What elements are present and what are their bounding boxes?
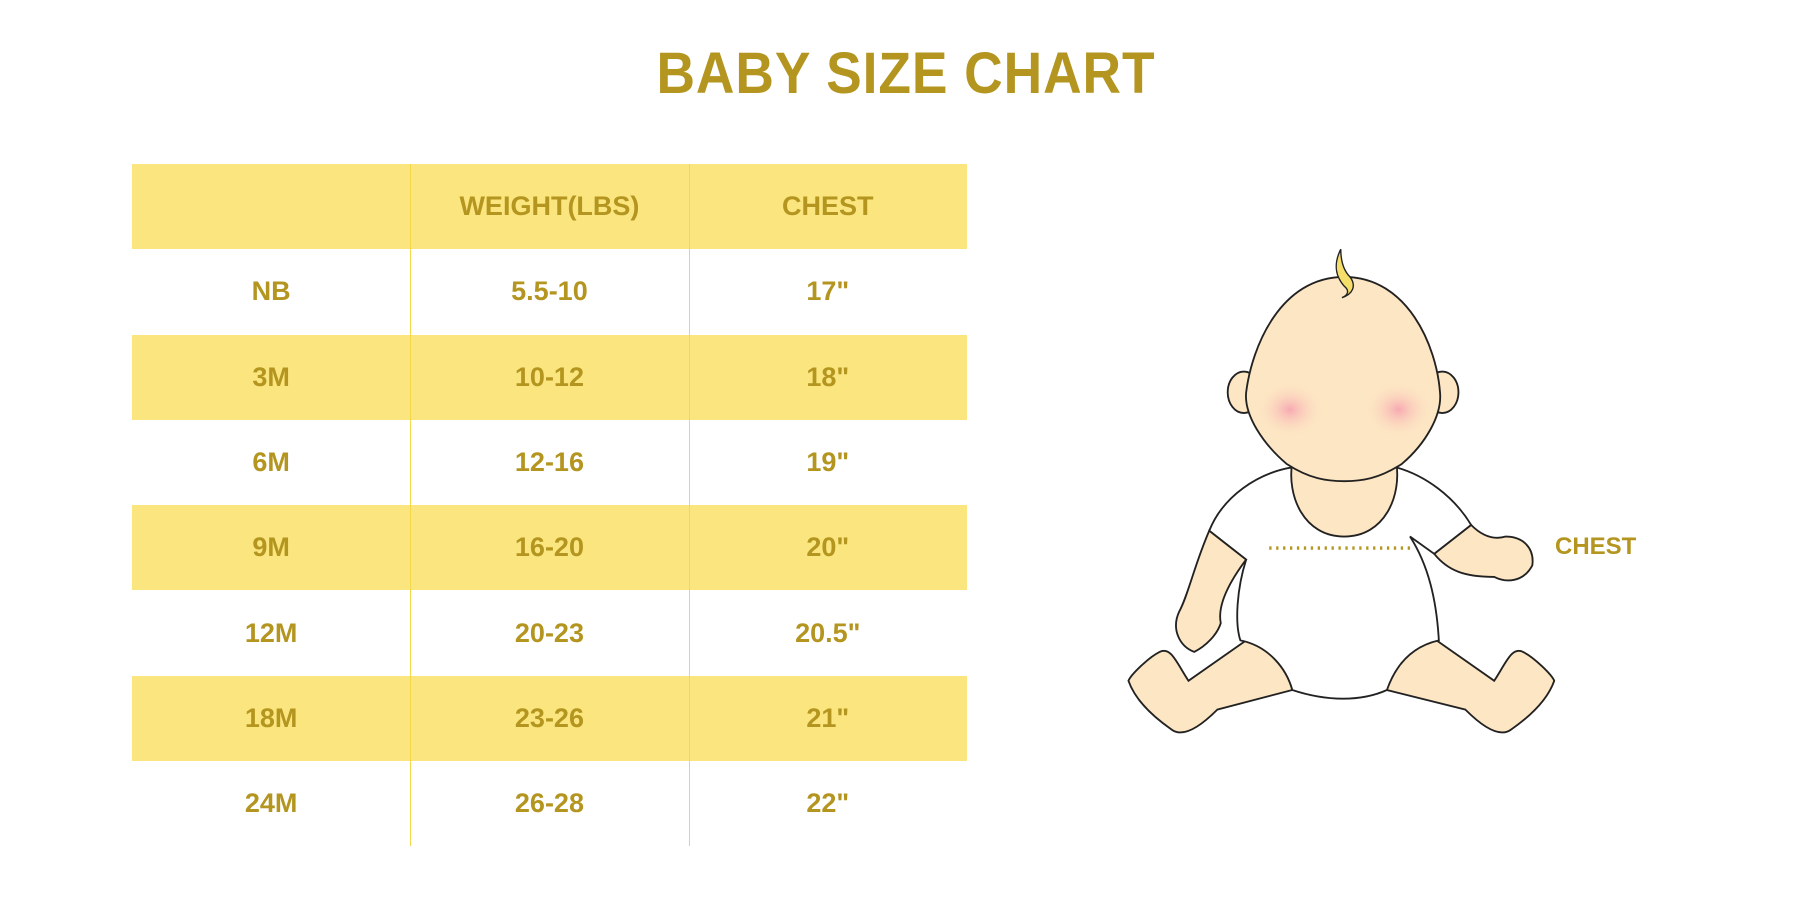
- table-row: 12M 20-23 20.5": [132, 590, 967, 675]
- weight-cell: 16-20: [514, 532, 584, 563]
- weight-cell: 26-28: [514, 788, 584, 819]
- chest-cell: 22": [806, 788, 850, 819]
- left-arm: [1175, 529, 1248, 653]
- neck: [1290, 460, 1399, 538]
- left-cheek: [1255, 380, 1325, 439]
- size-cell: 24M: [244, 788, 298, 819]
- column-divider: [410, 164, 411, 846]
- chest-cell: 19": [806, 447, 850, 478]
- chest-cell: 17": [806, 276, 850, 307]
- chest-cell: 21": [806, 702, 850, 733]
- table-row: 18M 23-26 21": [132, 675, 967, 762]
- table-row: 6M 12-16 19": [132, 420, 967, 505]
- table-row: NB 5.5-10 17": [132, 249, 967, 334]
- size-cell: 12M: [244, 617, 298, 648]
- table-row: 24M 26-28 22": [132, 761, 967, 846]
- header-chest: CHEST: [781, 191, 874, 222]
- weight-cell: 5.5-10: [511, 276, 588, 307]
- left-leg: [1127, 639, 1294, 734]
- right-arm: [1432, 523, 1534, 582]
- size-cell: 9M: [252, 532, 290, 563]
- table-row: 3M 10-12 18": [132, 334, 967, 420]
- weight-cell: 20-23: [514, 617, 584, 648]
- right-cheek: [1363, 380, 1434, 439]
- size-cell: 6M: [252, 447, 290, 478]
- table-header-row: WEIGHT(LBS) CHEST: [132, 164, 967, 250]
- hair-curl: [1335, 248, 1354, 299]
- page-title: BABY SIZE CHART: [656, 41, 1156, 106]
- weight-cell: 12-16: [514, 447, 584, 478]
- weight-cell: 23-26: [514, 702, 584, 733]
- size-cell: 3M: [252, 361, 290, 392]
- header-weight: WEIGHT(LBS): [459, 191, 640, 222]
- column-divider: [689, 164, 690, 846]
- head: [1245, 275, 1442, 483]
- chest-cell: 20": [806, 532, 850, 563]
- chest-label: CHEST: [1555, 533, 1637, 560]
- size-cell: 18M: [244, 702, 298, 733]
- weight-cell: 10-12: [514, 361, 584, 392]
- size-table: WEIGHT(LBS) CHEST NB 5.5-10 17" 3M 10-12…: [132, 164, 967, 846]
- size-cell: NB: [251, 276, 291, 307]
- table-row: 9M 16-20 20": [132, 505, 967, 591]
- chest-cell: 18": [806, 361, 850, 392]
- chest-cell: 20.5": [795, 617, 861, 648]
- right-leg: [1385, 639, 1556, 734]
